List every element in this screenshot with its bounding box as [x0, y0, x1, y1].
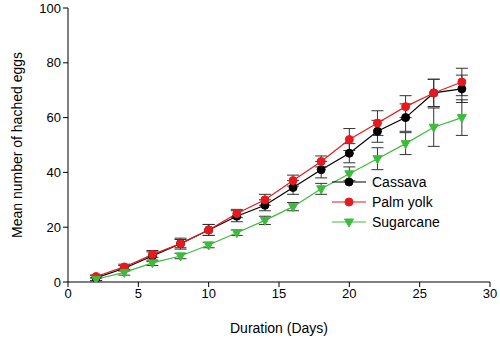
html-text:Cassava: Cassava	[372, 174, 427, 190]
svg-text:60: 60	[47, 110, 61, 125]
svg-text:80: 80	[47, 55, 61, 70]
svg-text:20: 20	[342, 286, 356, 301]
html-text:Palm yolk: Palm yolk	[372, 194, 433, 210]
svg-text:20: 20	[47, 220, 61, 235]
svg-text:40: 40	[47, 165, 61, 180]
svg-text:0: 0	[54, 275, 61, 290]
svg-text:Duration (Days): Duration (Days)	[230, 320, 328, 336]
svg-text:0: 0	[64, 286, 71, 301]
svg-text:10: 10	[201, 286, 215, 301]
svg-text:15: 15	[272, 286, 286, 301]
svg-text:Mean number of hached eggs: Mean number of hached eggs	[9, 52, 25, 238]
svg-text:30: 30	[483, 286, 492, 301]
html-text:Sugarcane: Sugarcane	[372, 214, 440, 230]
svg-text:5: 5	[135, 286, 142, 301]
svg-text:100: 100	[39, 1, 61, 16]
svg-text:25: 25	[412, 286, 426, 301]
